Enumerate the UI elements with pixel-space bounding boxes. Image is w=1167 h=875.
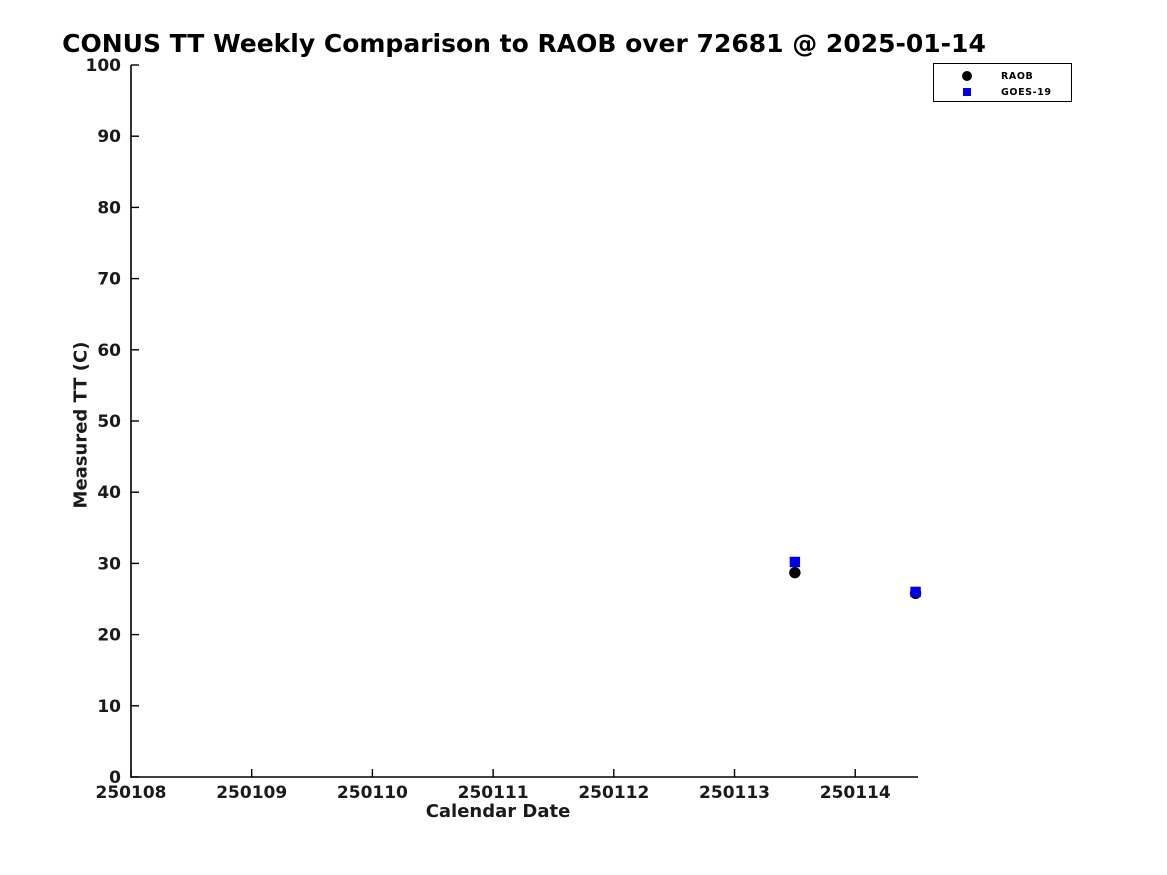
legend-label-goes19: GOES-19: [1001, 86, 1052, 98]
x-tick-label: 250108: [96, 783, 167, 803]
y-tick-label: 30: [97, 554, 121, 574]
y-tick-label: 40: [97, 483, 121, 503]
x-tick-label: 250111: [458, 783, 529, 803]
x-tick-label: 250112: [578, 783, 649, 803]
legend: RAOB GOES-19: [933, 63, 1072, 102]
x-tick-label: 250113: [699, 783, 770, 803]
y-tick-label: 60: [97, 341, 121, 361]
data-point-raob: [789, 566, 801, 579]
y-tick-label: 80: [97, 198, 121, 218]
y-tick-label: 100: [86, 56, 122, 76]
y-tick-label: 0: [109, 768, 121, 788]
x-tick-label: 250110: [337, 783, 408, 803]
y-tick-label: 20: [97, 626, 121, 646]
goes19-square-marker-icon: [961, 86, 973, 98]
x-tick-label: 250114: [820, 783, 891, 803]
raob-circle-marker-icon: [961, 70, 973, 82]
data-point-goes19: [789, 556, 801, 568]
y-tick-label: 50: [97, 412, 121, 432]
data-point-goes19: [910, 586, 921, 598]
y-tick-label: 90: [97, 127, 121, 147]
chart-title: CONUS TT Weekly Comparison to RAOB over …: [62, 29, 986, 58]
y-tick-label: 70: [97, 270, 121, 290]
x-tick-label: 250109: [216, 783, 287, 803]
x-axis-label: Calendar Date: [425, 801, 571, 822]
y-tick-label: 10: [97, 697, 121, 717]
legend-entry-goes19: GOES-19: [934, 84, 1071, 100]
legend-entry-raob: RAOB: [934, 68, 1071, 84]
legend-label-raob: RAOB: [1001, 70, 1034, 82]
